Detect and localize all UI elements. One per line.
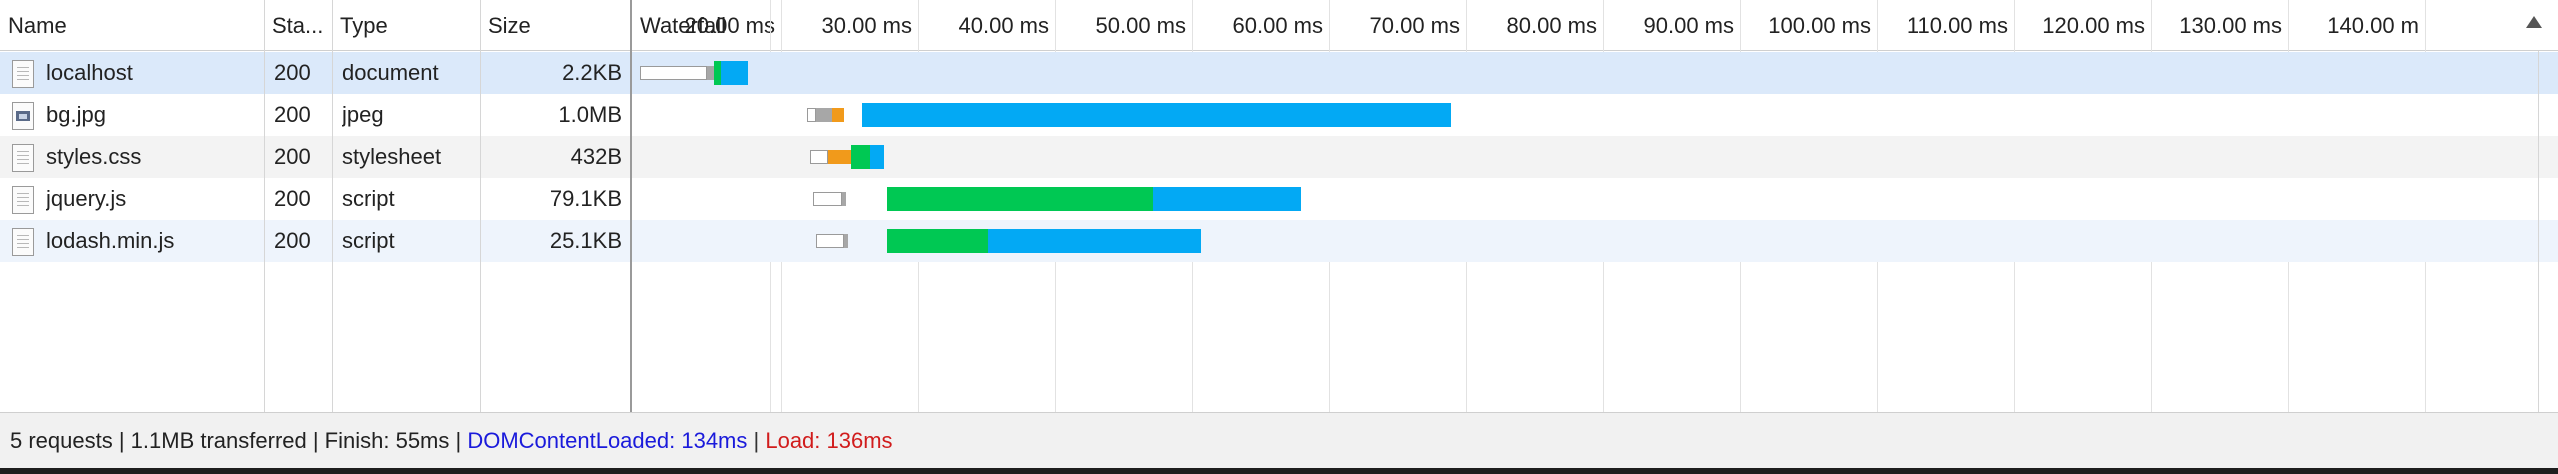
waterfall-bar-green[interactable] <box>886 187 1153 211</box>
request-status: 200 <box>274 228 311 253</box>
request-size: 1.0MB <box>558 102 622 127</box>
column-header-size[interactable]: Size <box>488 13 531 38</box>
document-icon <box>12 144 34 172</box>
document-icon <box>12 186 34 214</box>
request-type: script <box>342 228 395 253</box>
waterfall-bar-blocked[interactable] <box>812 192 842 206</box>
status-divider: | <box>747 428 766 453</box>
document-icon <box>12 60 34 88</box>
status-bar: 5 requests | 1.1MB transferred | Finish:… <box>0 412 2558 468</box>
timeline-tick-label: 50.00 ms <box>1095 13 1187 38</box>
timeline-tick-label: 120.00 ms <box>2042 13 2145 38</box>
column-header-waterfall[interactable]: Waterfall <box>640 13 726 38</box>
waterfall-bar-blocked[interactable] <box>640 66 708 80</box>
timeline-tick-label: 110.00 ms <box>1906 13 2008 38</box>
column-header-status[interactable]: Sta... <box>272 13 324 38</box>
column-divider[interactable] <box>332 0 333 412</box>
waterfall-bar-orange[interactable] <box>832 108 845 122</box>
waterfall-bar-blue[interactable] <box>721 61 749 85</box>
table-row[interactable]: bg.jpg 200 jpeg 1.0MB <box>0 94 2558 136</box>
request-type: jpeg <box>342 102 384 127</box>
timeline-tick-label: 130.00 ms <box>2179 13 2282 38</box>
request-status: 200 <box>274 186 311 211</box>
waterfall-bar-blue[interactable] <box>870 145 885 169</box>
window-bottom-edge <box>0 468 2558 474</box>
waterfall-bar-stalled[interactable] <box>815 108 833 122</box>
request-status: 200 <box>274 60 311 85</box>
table-row[interactable]: localhost 200 document 2.2KB <box>0 52 2558 94</box>
dom-content-loaded: DOMContentLoaded: 134ms <box>467 428 748 453</box>
timeline-ticks: 20.00 ms 30.00 ms 40.00 ms 50.00 ms 60.00 ms… <box>632 0 2558 51</box>
table-row[interactable]: jquery.js 200 script 79.1KB <box>0 178 2558 220</box>
timeline-tick-label: 20.00 ms <box>684 13 776 38</box>
request-type: stylesheet <box>342 144 442 169</box>
column-divider[interactable] <box>264 0 265 412</box>
timeline-tick-label: 30.00 ms <box>821 13 913 38</box>
request-size: 79.1KB <box>549 186 622 211</box>
document-icon <box>12 228 34 256</box>
request-status: 200 <box>274 144 311 169</box>
load-time: Load: 136ms <box>765 428 893 453</box>
request-type: script <box>342 186 395 211</box>
column-divider[interactable] <box>480 0 481 412</box>
request-size: 25.1KB <box>549 228 622 253</box>
waterfall-bar-green[interactable] <box>851 145 871 169</box>
waterfall-bar-blue[interactable] <box>988 229 1201 253</box>
scrollbar[interactable] <box>2538 51 2539 412</box>
table-header: Name Sta... Type Size Waterfall 20.00 ms… <box>0 0 2558 51</box>
request-name: jquery.js <box>46 186 127 211</box>
waterfall-bar-blue[interactable] <box>1152 187 1301 211</box>
waterfall-bar-blue[interactable] <box>862 103 1452 127</box>
timeline-tick-label: 40.00 ms <box>958 13 1050 38</box>
waterfall-divider[interactable] <box>630 0 632 412</box>
timeline-tick-label: 90.00 ms <box>1643 13 1735 38</box>
waterfall-bar-stalled[interactable] <box>841 192 846 206</box>
request-size: 2.2KB <box>562 60 622 85</box>
request-size: 432B <box>570 144 622 169</box>
request-name: lodash.min.js <box>46 228 175 253</box>
status-summary: 5 requests | 1.1MB transferred | Finish:… <box>10 428 468 453</box>
timeline-tick-label: 140.00 m <box>2327 13 2419 38</box>
waterfall-bar-blocked[interactable] <box>807 108 816 122</box>
scroll-up-arrow-icon[interactable] <box>2526 16 2542 28</box>
waterfall-bar-blocked[interactable] <box>810 150 828 164</box>
waterfall-bar-stalled[interactable] <box>707 66 715 80</box>
request-status: 200 <box>274 102 311 127</box>
timeline-tick-label: 100.00 ms <box>1768 13 1871 38</box>
request-type: document <box>342 60 439 85</box>
request-name: bg.jpg <box>46 102 106 127</box>
table-row[interactable]: lodash.min.js 200 script 25.1KB <box>0 220 2558 262</box>
table-row[interactable]: styles.css 200 stylesheet 432B <box>0 136 2558 178</box>
waterfall-bar-blocked[interactable] <box>815 234 845 248</box>
request-name: localhost <box>46 60 133 85</box>
waterfall-bar-green[interactable] <box>714 61 722 85</box>
image-icon <box>12 102 34 130</box>
timeline-tick-label: 80.00 ms <box>1506 13 1598 38</box>
request-name: styles.css <box>46 144 142 169</box>
column-header-type[interactable]: Type <box>340 13 388 38</box>
timeline-tick-label: 70.00 ms <box>1369 13 1461 38</box>
waterfall-bar-stalled[interactable] <box>844 234 849 248</box>
waterfall-bar-green[interactable] <box>886 229 989 253</box>
timeline-tick-label: 60.00 ms <box>1232 13 1324 38</box>
column-header-name[interactable]: Name <box>8 13 67 38</box>
waterfall-bar-orange[interactable] <box>827 150 852 164</box>
